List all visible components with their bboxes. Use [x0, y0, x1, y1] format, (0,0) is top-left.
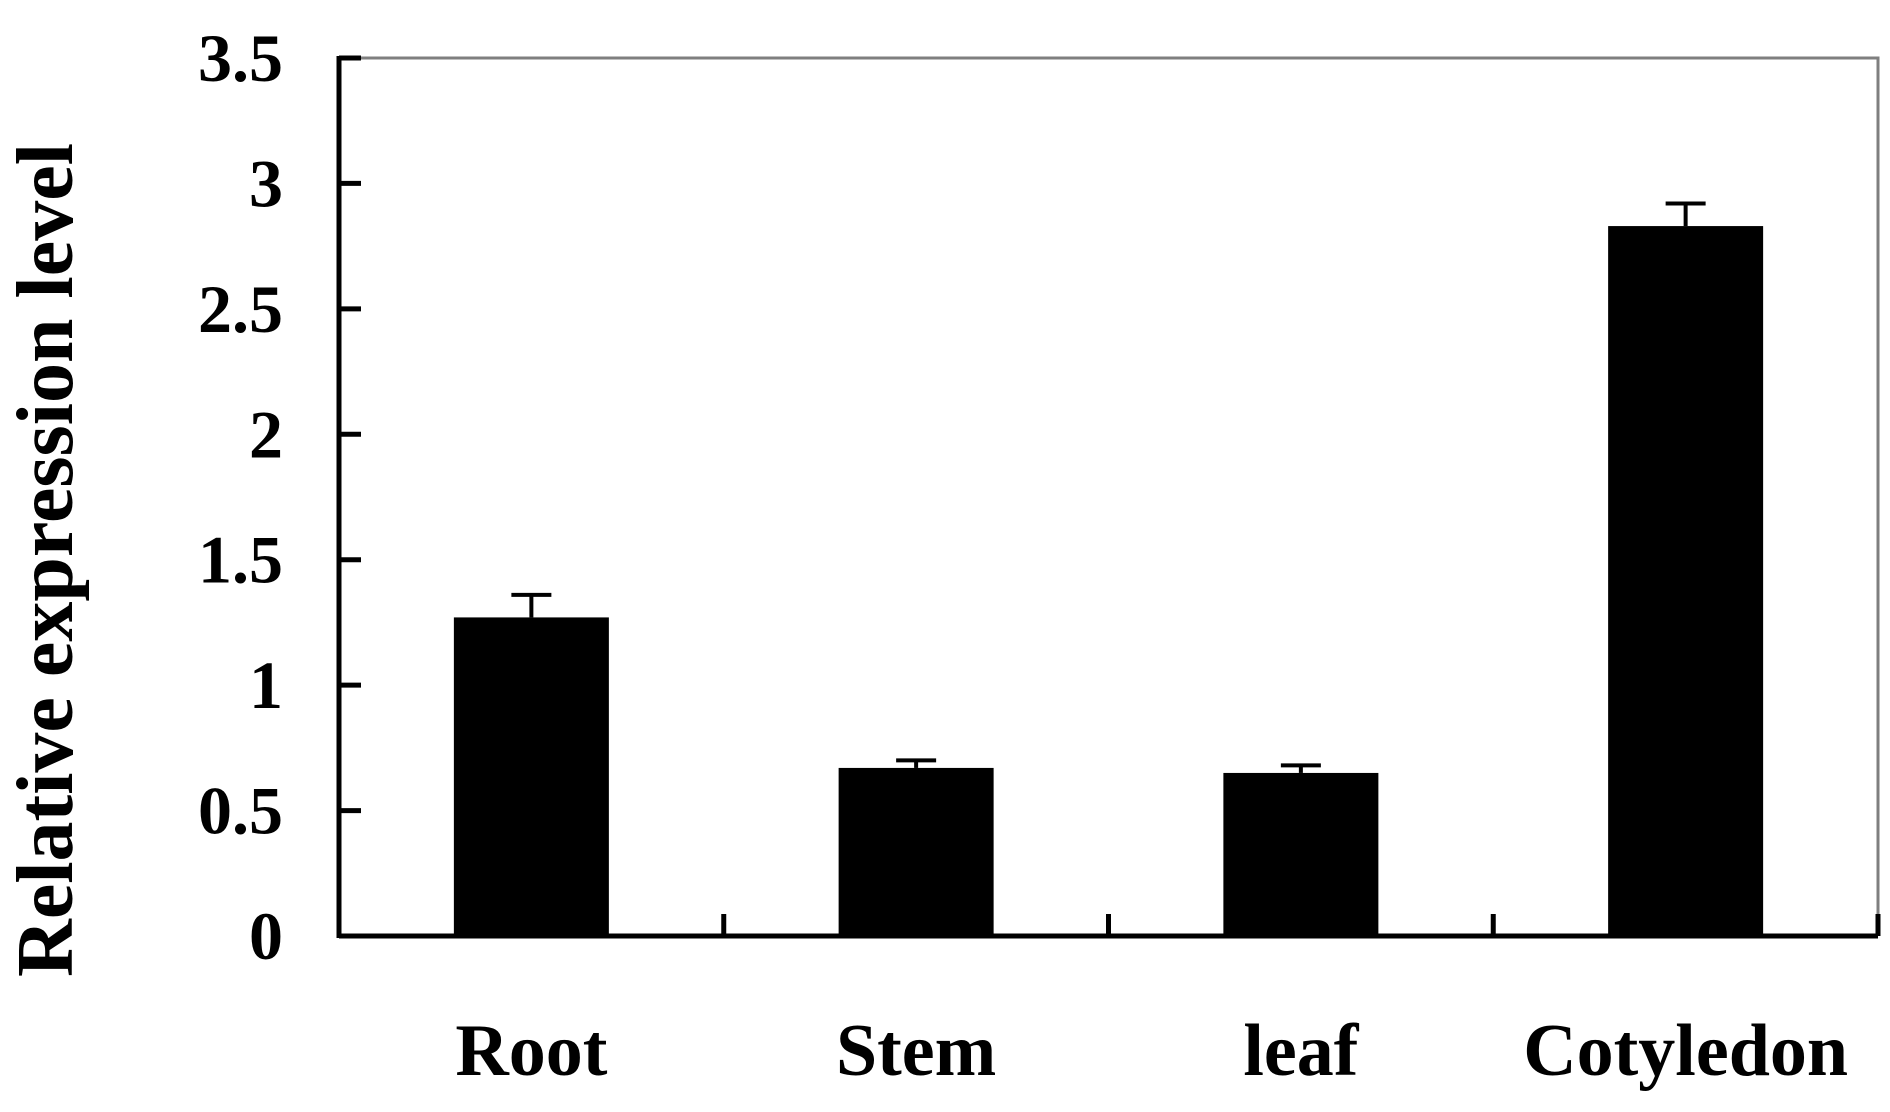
plot-border — [339, 56, 1880, 936]
y-tick-label: 2.5 — [198, 271, 283, 347]
category-label-cotyledon: Cotyledon — [1523, 1010, 1848, 1092]
y-tick-label: 1 — [249, 647, 283, 723]
y-tick-label: 3.5 — [198, 20, 283, 96]
y-tick-label: 2 — [249, 396, 283, 472]
bar-root — [453, 617, 609, 936]
y-tick-label: 0.5 — [198, 773, 283, 849]
y-axis-title: Relative expression level — [2, 143, 90, 977]
category-label-root: Root — [455, 1010, 607, 1092]
y-tick-label: 1.5 — [198, 522, 283, 598]
category-labels: Root Stem leaf Cotyledon — [455, 1010, 1848, 1092]
y-tick-label: 0 — [249, 898, 283, 974]
bars — [453, 226, 1764, 936]
error-bars — [511, 201, 1706, 773]
category-label-leaf: leaf — [1243, 1010, 1359, 1092]
axes — [336, 55, 1881, 939]
bar-cotyledon — [1608, 226, 1764, 936]
bar-leaf — [1223, 772, 1379, 936]
y-tick-label: 3 — [249, 145, 283, 221]
y-tick-labels: 0 0.5 1 1.5 2 2.5 3 3.5 — [198, 20, 283, 974]
plot-frame — [339, 56, 1880, 936]
bar-stem — [838, 767, 994, 936]
category-label-stem: Stem — [836, 1010, 996, 1092]
